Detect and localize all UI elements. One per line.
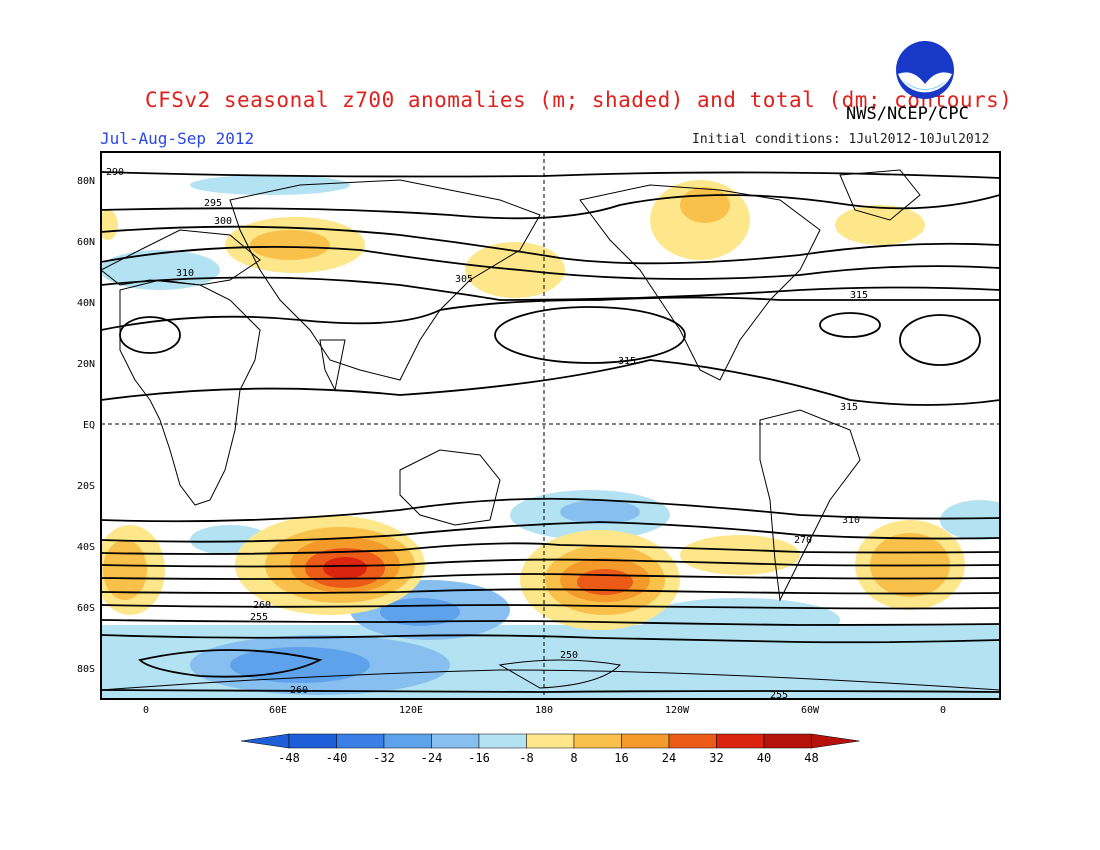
lat-label-80s: 80S — [77, 664, 95, 675]
lat-label-40s: 40S — [77, 542, 95, 553]
lon-label-180: 180 — [535, 705, 553, 716]
contour-label: 305 — [455, 274, 473, 285]
lon-label-0: 0 — [143, 705, 149, 716]
colorbar-segment — [716, 733, 765, 749]
lat-label-80n: 80N — [77, 176, 95, 187]
noaa-logo-icon — [896, 41, 954, 99]
colorbar-label: -48 — [278, 751, 300, 765]
colorbar-label: 32 — [709, 751, 723, 765]
initial-conditions-label: Initial conditions: 1Jul2012-10Jul2012 — [692, 132, 990, 147]
contour-label: 295 — [204, 198, 222, 209]
colorbar-label: -16 — [468, 751, 490, 765]
contour-label: 255 — [770, 690, 788, 701]
colorbar-label: 8 — [570, 751, 577, 765]
colorbar-arrow-right — [811, 733, 860, 749]
colorbar-segment — [573, 733, 622, 749]
lat-label-60s: 60S — [77, 603, 95, 614]
anomaly-shading — [101, 152, 1000, 699]
lon-label-60e: 60E — [269, 705, 287, 716]
contour-label: 310 — [176, 268, 194, 279]
colorbar-label: -32 — [373, 751, 395, 765]
contour-label: 260 — [290, 685, 308, 696]
lon-label-0-east: 0 — [940, 705, 946, 716]
contour-label: 250 — [560, 650, 578, 661]
height-contours — [101, 171, 1000, 693]
colorbar-segment — [526, 733, 575, 749]
colorbar-segment — [621, 733, 670, 749]
colorbar-segment — [336, 733, 385, 749]
lat-label-60n: 60N — [77, 237, 95, 248]
colorbar-segment — [478, 733, 527, 749]
lon-label-60w: 60W — [801, 705, 820, 716]
colorbar: -48 -40 -32 -24 -16 -8 8 16 24 32 40 48 — [240, 733, 860, 765]
contour-label: 315 — [840, 402, 858, 413]
chart-title: CFSv2 seasonal z700 anomalies (m; shaded… — [145, 88, 1013, 112]
lat-label-40n: 40N — [77, 298, 95, 309]
contour-label: 315 — [850, 290, 868, 301]
contour-labels: 290 295 300 305 310 315 260 255 250 260 … — [106, 167, 868, 701]
lon-axis: 0 60E 120E 180 120W 60W 0 — [143, 705, 946, 716]
colorbar-segment — [431, 733, 480, 749]
colorbar-label: 16 — [614, 751, 628, 765]
lon-label-120w: 120W — [665, 705, 690, 716]
colorbar-label: 40 — [757, 751, 771, 765]
colorbar-segment — [383, 733, 432, 749]
colorbar-segment — [288, 733, 337, 749]
period-label: Jul-Aug-Sep 2012 — [100, 129, 255, 148]
contour-label: 310 — [842, 515, 860, 526]
colorbar-arrow-left — [240, 733, 290, 749]
lat-label-eq: EQ — [83, 420, 95, 431]
map-frame — [100, 151, 1001, 700]
colorbar-label: 48 — [804, 751, 818, 765]
contour-label: 260 — [253, 600, 271, 611]
contour-label: 290 — [106, 167, 124, 178]
colorbar-label: 24 — [662, 751, 676, 765]
contour-label: 255 — [250, 612, 268, 623]
agency-label: NWS/NCEP/CPC — [846, 104, 969, 124]
lat-label-20s: 20S — [77, 481, 95, 492]
lat-axis: 80N 60N 40N 20N EQ 20S 40S 60S 80S — [77, 176, 95, 675]
colorbar-label: -24 — [421, 751, 443, 765]
contour-label: 300 — [214, 216, 232, 227]
contour-label: 270 — [794, 535, 812, 546]
contour-label: 315 — [618, 356, 636, 367]
lat-label-20n: 20N — [77, 359, 95, 370]
lon-label-120e: 120E — [399, 705, 423, 716]
colorbar-label: -40 — [326, 751, 348, 765]
colorbar-segment — [668, 733, 717, 749]
colorbar-label: -8 — [519, 751, 533, 765]
colorbar-segment — [763, 733, 812, 749]
